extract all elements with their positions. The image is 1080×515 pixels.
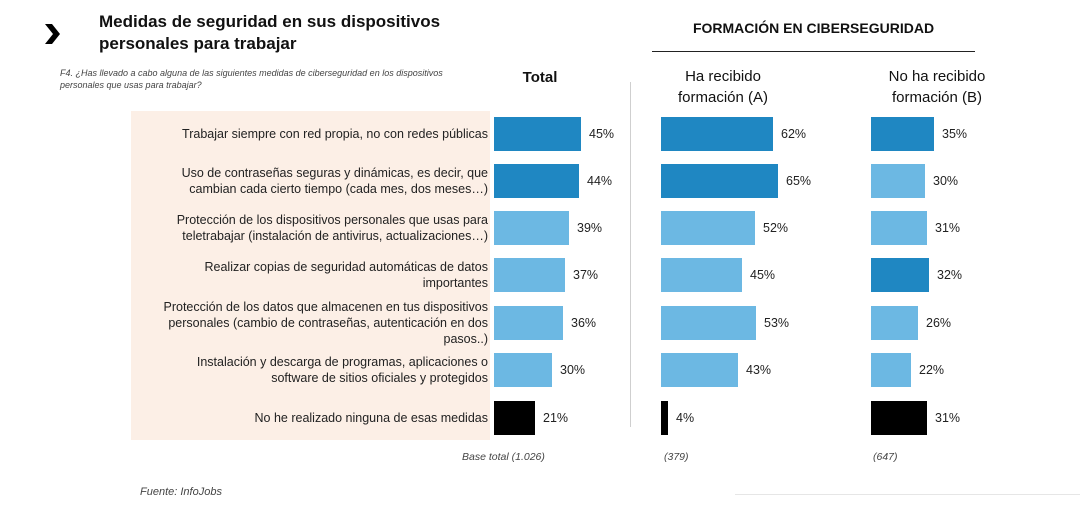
value-label: 30% [933,174,959,188]
bar [661,258,742,292]
title-line-2: personales para trabajar [99,34,297,53]
column-header-a: Ha recibido formación (A) [648,66,798,108]
section-divider [652,51,975,52]
category-label-line: personales (cambio de contraseñas, auten… [168,316,488,330]
category-label-line: Trabajar siempre con red propia, no con … [182,127,488,141]
base-total-note: Base total (1.026) [462,451,545,463]
value-label: 65% [786,174,812,188]
section-title: FORMACIÓN EN CIBERSEGURIDAD [692,20,935,36]
page-title: Medidas de seguridad en sus dispositivos… [99,11,459,55]
bar [661,211,755,245]
category-label: No he realizado ninguna de esas medidas [140,401,489,435]
chevron-right-icon [45,24,60,44]
value-label: 37% [573,268,599,282]
title-line-1: Medidas de seguridad en sus dispositivos [99,12,441,31]
category-label-line: Protección de los datos que almacenen en… [163,300,489,314]
bar [871,401,927,435]
value-label: 31% [935,221,961,235]
bar [871,211,927,245]
bar [661,353,738,387]
column-header-a-line-2: formación (A) [677,89,769,106]
source-note: Fuente: InfoJobs [140,486,222,498]
bar [871,117,934,151]
bar [661,401,668,435]
category-label: Trabajar siempre con red propia, no con … [140,117,488,151]
value-label: 32% [937,268,963,282]
category-label-line: pasos..) [443,332,488,346]
bar [871,353,911,387]
bar [494,353,552,387]
category-label-line: software de sitios oficiales y protegido… [271,371,488,385]
base-a-note: (379) [664,451,689,463]
category-label-line: importantes [422,276,488,290]
category-label: Uso de contraseñas seguras y dinámicas, … [140,164,488,198]
column-header-a-line-1: Ha recibido [685,68,761,85]
bar [871,164,925,198]
value-label: 53% [764,316,790,330]
bar [871,258,929,292]
labels-background [131,111,490,440]
bar [871,306,918,340]
category-label-line: No he realizado ninguna de esas medidas [254,411,489,425]
bar [494,258,565,292]
bar [661,164,778,198]
question-line-1: F4. ¿Has llevado a cabo alguna de las si… [60,68,443,78]
base-b-note: (647) [873,451,898,463]
category-label: Instalación y descarga de programas, apl… [140,353,488,387]
bar [494,306,563,340]
category-label-line: teletrabajar (instalación de antivirus, … [182,229,488,243]
column-header-b-line-2: formación (B) [891,89,983,106]
value-label: 4% [676,411,695,425]
value-label: 39% [577,221,603,235]
bar [494,164,579,198]
category-label-line: Realizar copias de seguridad automáticas… [204,260,488,274]
value-label: 45% [750,268,776,282]
value-label: 52% [763,221,789,235]
value-label: 45% [589,127,615,141]
bar [661,306,756,340]
bar [494,211,569,245]
value-label: 35% [942,127,968,141]
category-label: Protección de los datos que almacenen en… [140,300,489,346]
value-label: 22% [919,363,945,377]
value-label: 21% [543,411,569,425]
value-label: 26% [926,316,952,330]
category-label-line: Protección de los dispositivos personale… [176,213,488,227]
value-label: 44% [587,174,613,188]
category-label-line: cambian cada cierto tiempo (cada mes, do… [189,182,488,196]
value-label: 31% [935,411,961,425]
value-label: 30% [560,363,586,377]
survey-question: F4. ¿Has llevado a cabo alguna de las si… [60,67,500,91]
category-label: Realizar copias de seguridad automáticas… [140,258,488,292]
category-label-line: Instalación y descarga de programas, apl… [196,355,488,369]
category-label: Protección de los dispositivos personale… [140,211,488,245]
bar [494,401,535,435]
value-label: 36% [571,316,597,330]
footer-divider [735,494,1080,495]
column-header-b: No ha recibido formación (B) [862,66,1012,108]
bar [494,117,581,151]
value-label: 62% [781,127,807,141]
column-header-total: Total [522,69,558,86]
column-header-b-line-1: No ha recibido [888,68,986,85]
question-line-2: personales que usas para trabajar? [60,80,202,90]
column-separator [630,82,631,427]
bar [661,117,773,151]
category-label-line: Uso de contraseñas seguras y dinámicas, … [181,166,488,180]
value-label: 43% [746,363,772,377]
